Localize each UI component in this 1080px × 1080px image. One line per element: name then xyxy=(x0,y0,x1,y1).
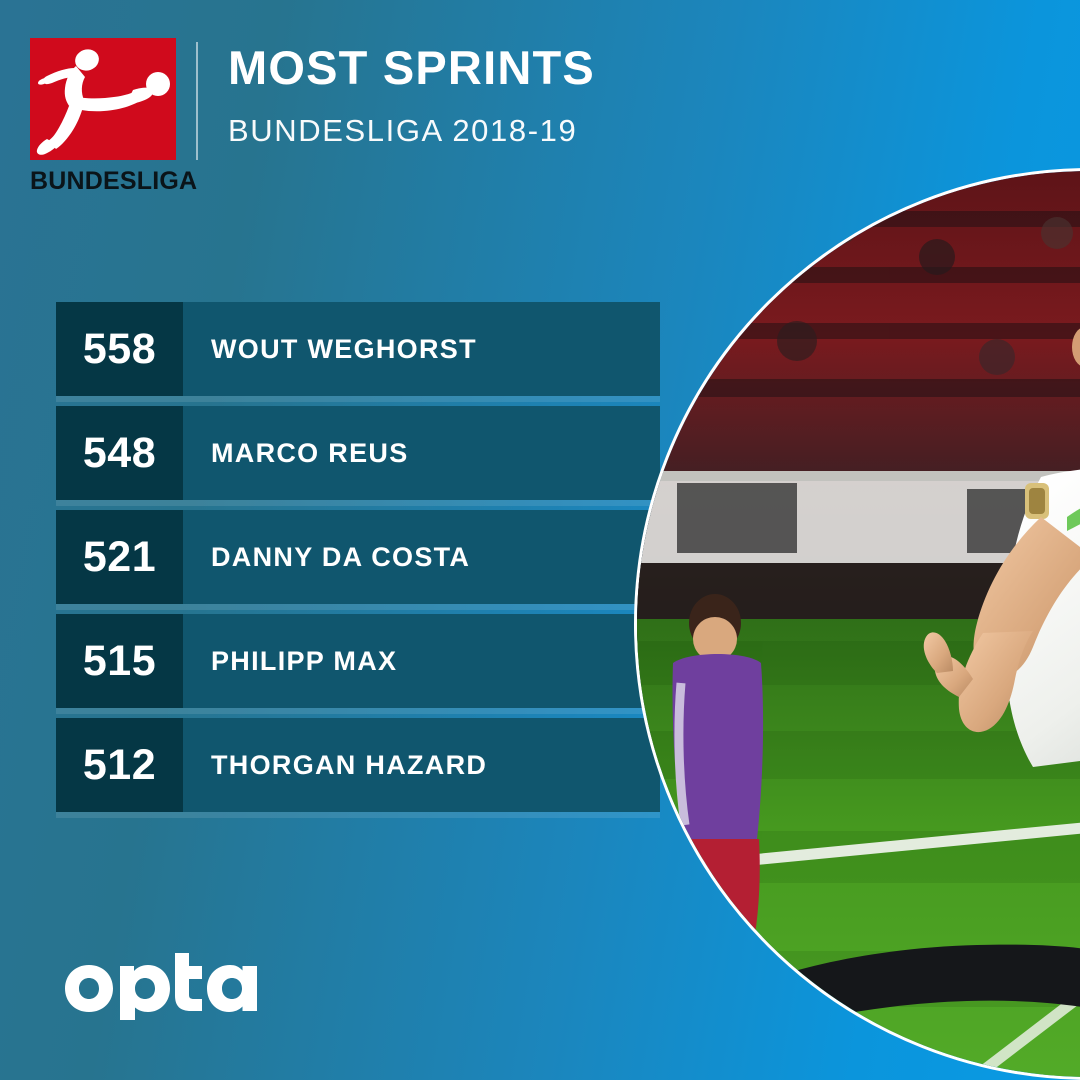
player-photo-image: 9 xyxy=(637,171,1080,1077)
bundesliga-logo: BUNDESLIGA xyxy=(30,38,197,194)
table-row: 558 WOUT WEGHORST xyxy=(56,302,660,396)
rank-bar: DANNY DA COSTA xyxy=(183,510,660,604)
player-name: DANNY DA COSTA xyxy=(211,541,471,572)
ranking-list: 558 WOUT WEGHORST 548 MARCO REUS 521 DANNY DA… xyxy=(56,302,1080,822)
rank-value: 512 xyxy=(56,718,183,812)
rank-value: 521 xyxy=(56,510,183,604)
bundesliga-wordmark: BUNDESLIGA xyxy=(30,167,198,195)
rank-bar: THORGAN HAZARD xyxy=(183,718,660,812)
table-row: 548 MARCO REUS xyxy=(56,406,660,500)
player-name: MARCO REUS xyxy=(211,437,409,468)
rank-value: 558 xyxy=(56,302,183,396)
rank-value: 515 xyxy=(56,614,183,708)
bundesliga-mark-icon xyxy=(30,38,176,160)
header: BUNDESLIGA MOST SPRINTS BUNDESLIGA 2018-… xyxy=(30,38,595,194)
table-row: 515 PHILIPP MAX xyxy=(56,614,660,708)
page-title: MOST SPRINTS xyxy=(228,41,595,94)
rank-value: 548 xyxy=(56,406,183,500)
rank-bar: PHILIPP MAX xyxy=(183,614,660,708)
rank-bar: WOUT WEGHORST xyxy=(183,302,660,396)
header-divider xyxy=(196,42,198,160)
player-name: THORGAN HAZARD xyxy=(211,749,488,780)
rank-bar: MARCO REUS xyxy=(183,406,660,500)
title-block: MOST SPRINTS BUNDESLIGA 2018-19 xyxy=(228,38,595,146)
table-row: 521 DANNY DA COSTA xyxy=(56,510,660,604)
page-subtitle: BUNDESLIGA 2018-19 xyxy=(228,113,578,148)
player-name: PHILIPP MAX xyxy=(211,645,398,676)
table-row: 512 THORGAN HAZARD xyxy=(56,718,660,812)
opta-logo xyxy=(62,948,262,1020)
player-photo: 9 xyxy=(634,168,1080,1080)
player-name: WOUT WEGHORST xyxy=(211,333,477,364)
